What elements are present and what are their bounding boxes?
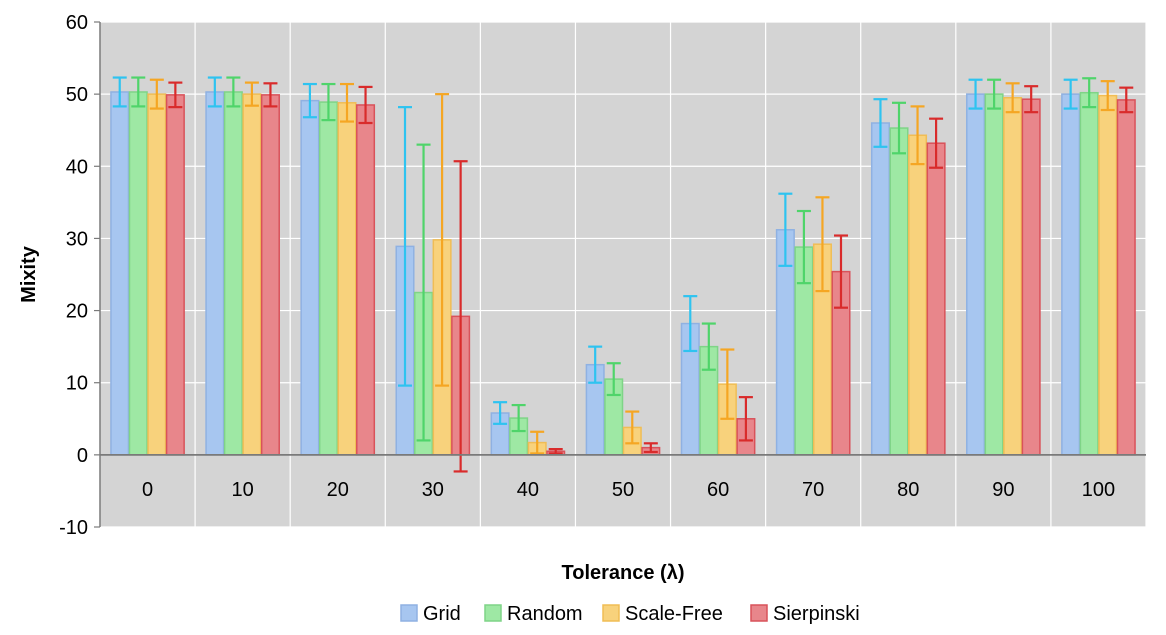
x-tick-label: 100 [1082,479,1115,501]
legend-label: Random [507,603,583,625]
x-tick-label: 90 [992,479,1014,501]
legend: Grid Random Scale-Free Sierpinski [400,603,860,625]
bar-grid [300,99,320,456]
legend-label: Grid [423,603,461,625]
bar-grid [1061,93,1081,456]
legend-swatch-scale-free [602,604,620,622]
bar-sierpinski [926,142,946,456]
bar-scale-free [908,134,928,456]
bar-random [318,101,338,456]
bar-sierpinski [165,94,185,456]
y-tick-label: 20 [66,301,88,323]
bar-grid [110,91,130,456]
bar-random [889,127,909,456]
x-tick-label: 0 [142,479,153,501]
y-tick-label: 40 [66,156,88,178]
y-tick-label: 50 [66,84,88,106]
bar-grid [870,122,890,456]
bar-layer [110,91,1136,456]
x-tick-label: 50 [612,479,634,501]
x-tick-label: 10 [232,479,254,501]
bar-sierpinski [1021,98,1041,456]
legend-swatch-sierpinski [750,604,768,622]
y-tick-label: 60 [66,12,88,34]
x-tick-label: 40 [517,479,539,501]
bar-scale-free [1098,94,1118,456]
legend-label: Scale-Free [625,603,723,625]
x-tick-label: 30 [422,479,444,501]
x-tick-label: 80 [897,479,919,501]
y-tick-label: 10 [66,373,88,395]
bar-scale-free [147,93,167,456]
bar-random [223,91,243,456]
axis-layer: -10 0 10 20 30 40 50 60 0 10 20 30 40 50 60 70 80 90 100 [59,12,1146,539]
x-tick-label: 70 [802,479,824,501]
bar-grid [205,91,225,456]
y-tick-label: -10 [59,517,88,539]
y-tick-label: 0 [77,445,88,467]
legend-swatch-random [484,604,502,622]
error-bar-layer [112,76,1134,473]
y-tick-label: 30 [66,228,88,250]
bar-sierpinski [1116,99,1136,456]
x-tick-label: 60 [707,479,729,501]
bar-scale-free [337,102,357,456]
bar-sierpinski [260,94,280,456]
bar-scale-free [1003,97,1023,456]
legend-label: Sierpinski [773,603,860,625]
x-tick-label: 20 [327,479,349,501]
bar-sierpinski [356,104,376,456]
bar-grid [966,93,986,456]
bar-random [128,91,148,456]
bar-random [1079,91,1099,456]
y-axis-label: Mixity [18,245,40,303]
bar-random [984,93,1004,456]
x-axis-label: Tolerance (λ) [562,562,685,584]
bar-scale-free [242,93,262,456]
legend-swatch-grid [400,604,418,622]
